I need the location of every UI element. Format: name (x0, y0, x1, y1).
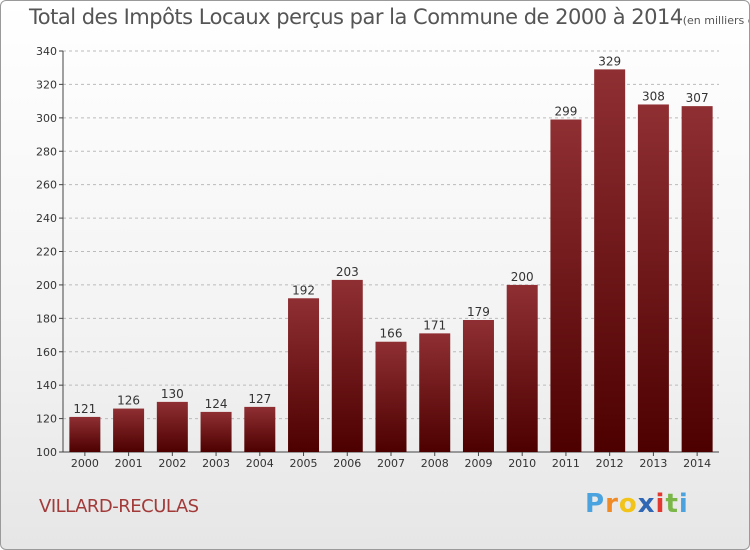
bar-value-label: 171 (423, 318, 446, 332)
bar-2012 (594, 69, 626, 453)
x-tick-label: 2004 (246, 457, 274, 470)
bar-value-label: 126 (117, 394, 140, 408)
labels-layer: 100 120 140 160 180 200 220 240 260 280 300 320 340 1… (36, 45, 711, 470)
y-tick-label: 180 (36, 312, 57, 325)
x-tick-label: 2005 (290, 457, 318, 470)
x-tick-label: 2013 (639, 457, 667, 470)
bar-value-label: 127 (248, 392, 271, 406)
y-tick-label: 240 (36, 212, 57, 225)
bar-2009 (462, 320, 494, 452)
logo-letter: r (605, 489, 619, 519)
bar-value-label: 308 (642, 89, 665, 103)
bar-value-label: 329 (598, 54, 621, 68)
chart-title: Total des Impôts Locaux perçus par la Co… (29, 5, 749, 29)
x-tick-label: 2003 (202, 457, 230, 470)
bar-2003 (200, 411, 232, 452)
bar-2011 (550, 119, 582, 453)
y-tick-label: 200 (36, 279, 57, 292)
y-tick-label: 260 (36, 179, 57, 192)
bar-value-label: 124 (205, 397, 228, 411)
bar-2004 (244, 406, 276, 452)
x-tick-label: 2012 (596, 457, 624, 470)
bar-value-label: 130 (161, 387, 184, 401)
bar-value-label: 200 (511, 270, 534, 284)
x-tick-label: 2010 (508, 457, 536, 470)
x-tick-label: 2000 (71, 457, 99, 470)
logo-letter: i (655, 489, 666, 519)
logo-letter: x (637, 489, 656, 519)
bar-2000 (69, 416, 101, 452)
bar-value-label: 121 (73, 402, 96, 416)
x-tick-label: 2007 (377, 457, 405, 470)
x-tick-label: 2002 (158, 457, 186, 470)
x-tick-label: 2009 (464, 457, 492, 470)
y-tick-label: 340 (36, 45, 57, 58)
bar-2007 (375, 341, 407, 452)
bar-2001 (113, 408, 145, 452)
x-tick-label: 2006 (333, 457, 361, 470)
bar-2014 (681, 106, 713, 452)
title-unit: (en milliers d'€) (682, 14, 749, 27)
bar-2010 (506, 284, 538, 452)
bar-2013 (637, 104, 669, 452)
logo-letter: o (618, 489, 638, 519)
x-tick-label: 2014 (683, 457, 711, 470)
bar-2008 (419, 333, 451, 452)
bar-value-label: 192 (292, 283, 315, 297)
proxiti-logo: Proxiti (585, 489, 689, 519)
y-tick-label: 220 (36, 246, 57, 259)
x-tick-label: 2011 (552, 457, 580, 470)
logo-letter: t (665, 489, 679, 519)
bar-2005 (288, 298, 320, 452)
bar-value-label: 179 (467, 305, 490, 319)
bar-value-label: 307 (686, 91, 709, 105)
x-tick-label: 2008 (421, 457, 449, 470)
y-tick-label: 100 (36, 446, 57, 459)
y-tick-label: 160 (36, 346, 57, 359)
logo-letter: P (585, 489, 606, 519)
bar-value-label: 299 (554, 105, 577, 119)
y-tick-label: 140 (36, 379, 57, 392)
commune-name: VILLARD-RECULAS (39, 496, 199, 517)
y-tick-label: 120 (36, 413, 57, 426)
bar-value-label: 203 (336, 265, 359, 279)
bars-layer (69, 69, 713, 453)
y-tick-label: 320 (36, 78, 57, 91)
bar-2006 (331, 279, 363, 452)
bar-2002 (156, 401, 188, 452)
y-tick-label: 280 (36, 145, 57, 158)
bar-value-label: 166 (380, 327, 403, 341)
y-tick-label: 300 (36, 112, 57, 125)
logo-letter: i (678, 489, 689, 519)
x-tick-label: 2001 (115, 457, 143, 470)
